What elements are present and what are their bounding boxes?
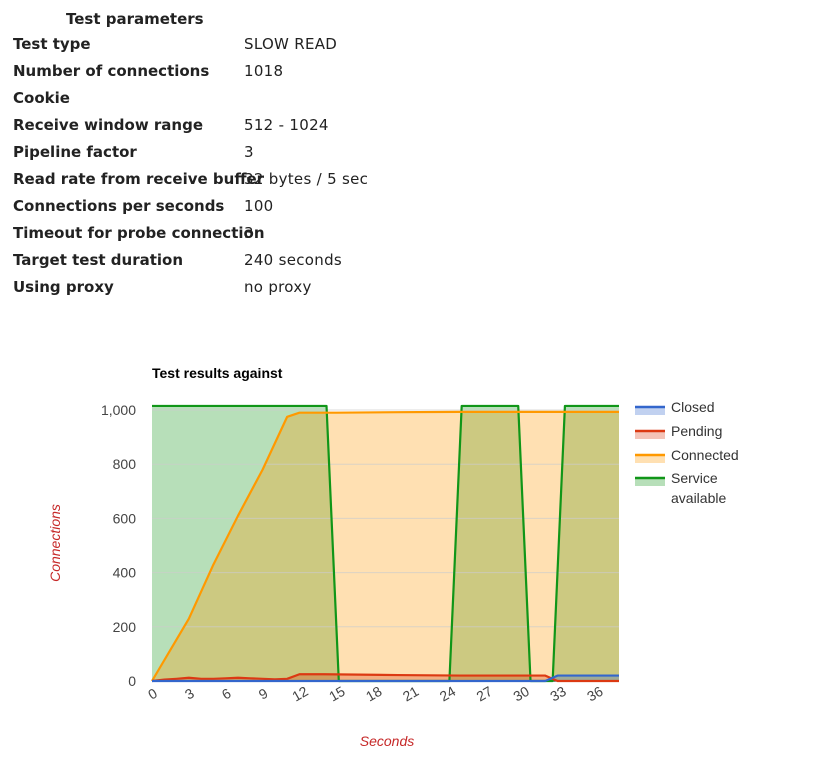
param-row: Receive window range 512 - 1024	[13, 115, 368, 142]
x-axis-ticks: 0 3 6 9 12 15 18 21 24 27 30 33 36	[145, 683, 606, 705]
series-lines	[151, 404, 619, 683]
param-row: Read rate from receive buffer 32 bytes / …	[13, 169, 368, 196]
y-axis-ticks: 0 200 400 600 800 1,000	[101, 402, 136, 689]
legend-item: Connected	[635, 447, 739, 463]
y-tick-label: 600	[113, 510, 137, 526]
y-tick-label: 400	[113, 565, 137, 581]
x-tick-label: 0	[145, 685, 160, 703]
legend-label: Connected	[671, 447, 739, 463]
param-row: Using proxy no proxy	[13, 277, 368, 304]
param-row: Cookie	[13, 88, 368, 115]
legend-label: Pending	[671, 423, 722, 439]
test-parameters-heading: Test parameters	[66, 10, 204, 28]
y-tick-label: 0	[128, 673, 136, 689]
param-name: Target test duration	[13, 251, 184, 269]
param-value: 1018	[244, 62, 284, 80]
param-name: Cookie	[13, 89, 70, 107]
param-name: Receive window range	[13, 116, 204, 134]
param-row: Number of connections 1018	[13, 61, 368, 88]
param-row: Timeout for probe connection 3	[13, 223, 368, 250]
y-tick-label: 800	[113, 456, 137, 472]
legend-label: Closed	[671, 399, 715, 415]
area-fill	[152, 411, 619, 681]
y-tick-label: 200	[113, 619, 137, 635]
series-line-connected	[151, 410, 619, 682]
x-tick-label: 21	[400, 683, 422, 705]
param-value: 240 seconds	[244, 251, 343, 269]
legend-item: Pending	[635, 423, 722, 439]
param-value: 100	[244, 197, 274, 215]
test-parameters-table: Test parameters Test type SLOW READ Number…	[13, 8, 368, 304]
param-name: Using proxy	[13, 278, 114, 296]
x-tick-label: 15	[326, 683, 348, 705]
param-value: SLOW READ	[244, 35, 338, 53]
param-value: no proxy	[244, 278, 312, 296]
param-name: Pipeline factor	[13, 143, 137, 161]
x-tick-label: 30	[510, 683, 532, 705]
parameter-rows: Test type SLOW READ Number of connections 1…	[13, 34, 368, 304]
param-row: Connections per seconds 100	[13, 196, 368, 223]
param-name: Read rate from receive buffer	[13, 170, 265, 188]
param-value: 512 - 1024	[244, 116, 329, 134]
param-name: Test type	[13, 35, 91, 53]
x-tick-label: 24	[437, 683, 459, 705]
legend-swatch-fill	[635, 431, 665, 439]
x-tick-label: 18	[363, 683, 385, 705]
param-row: Target test duration 240 seconds	[13, 250, 368, 277]
param-name: Timeout for probe connection	[13, 224, 265, 242]
legend-label: Service available	[671, 470, 726, 506]
y-tick-label: 1,000	[101, 402, 136, 418]
param-row: Test type SLOW READ	[13, 34, 368, 61]
chart-title: Test results against	[152, 365, 283, 381]
y-axis-title: Connections	[47, 504, 63, 582]
series-line-pending	[151, 673, 619, 683]
x-tick-label: 36	[584, 683, 606, 705]
legend-swatch-fill	[635, 407, 665, 415]
legend-item: Closed	[635, 399, 715, 415]
x-tick-label: 6	[219, 685, 234, 703]
x-tick-label: 3	[182, 685, 197, 703]
param-value: 32 bytes / 5 sec	[244, 170, 369, 188]
x-axis-title: Seconds	[360, 733, 414, 749]
series-line-closed	[152, 674, 619, 683]
x-tick-label: 12	[289, 683, 311, 705]
legend: Closed Pending Connected Service available	[635, 399, 739, 506]
param-value: 3	[244, 224, 254, 242]
param-name: Connections per seconds	[13, 197, 225, 215]
legend-swatch-fill	[635, 478, 665, 486]
area-fill	[152, 405, 619, 681]
legend-item: Service available	[635, 470, 726, 506]
x-tick-label: 27	[474, 683, 496, 705]
legend-swatch-fill	[635, 455, 665, 463]
param-name: Number of connections	[13, 62, 210, 80]
x-tick-label: 9	[256, 685, 271, 703]
series-line-service-available	[152, 404, 619, 683]
param-value: 3	[244, 143, 254, 161]
x-tick-label: 33	[547, 683, 569, 705]
param-row: Pipeline factor 3	[13, 142, 368, 169]
area-fills	[152, 405, 619, 681]
